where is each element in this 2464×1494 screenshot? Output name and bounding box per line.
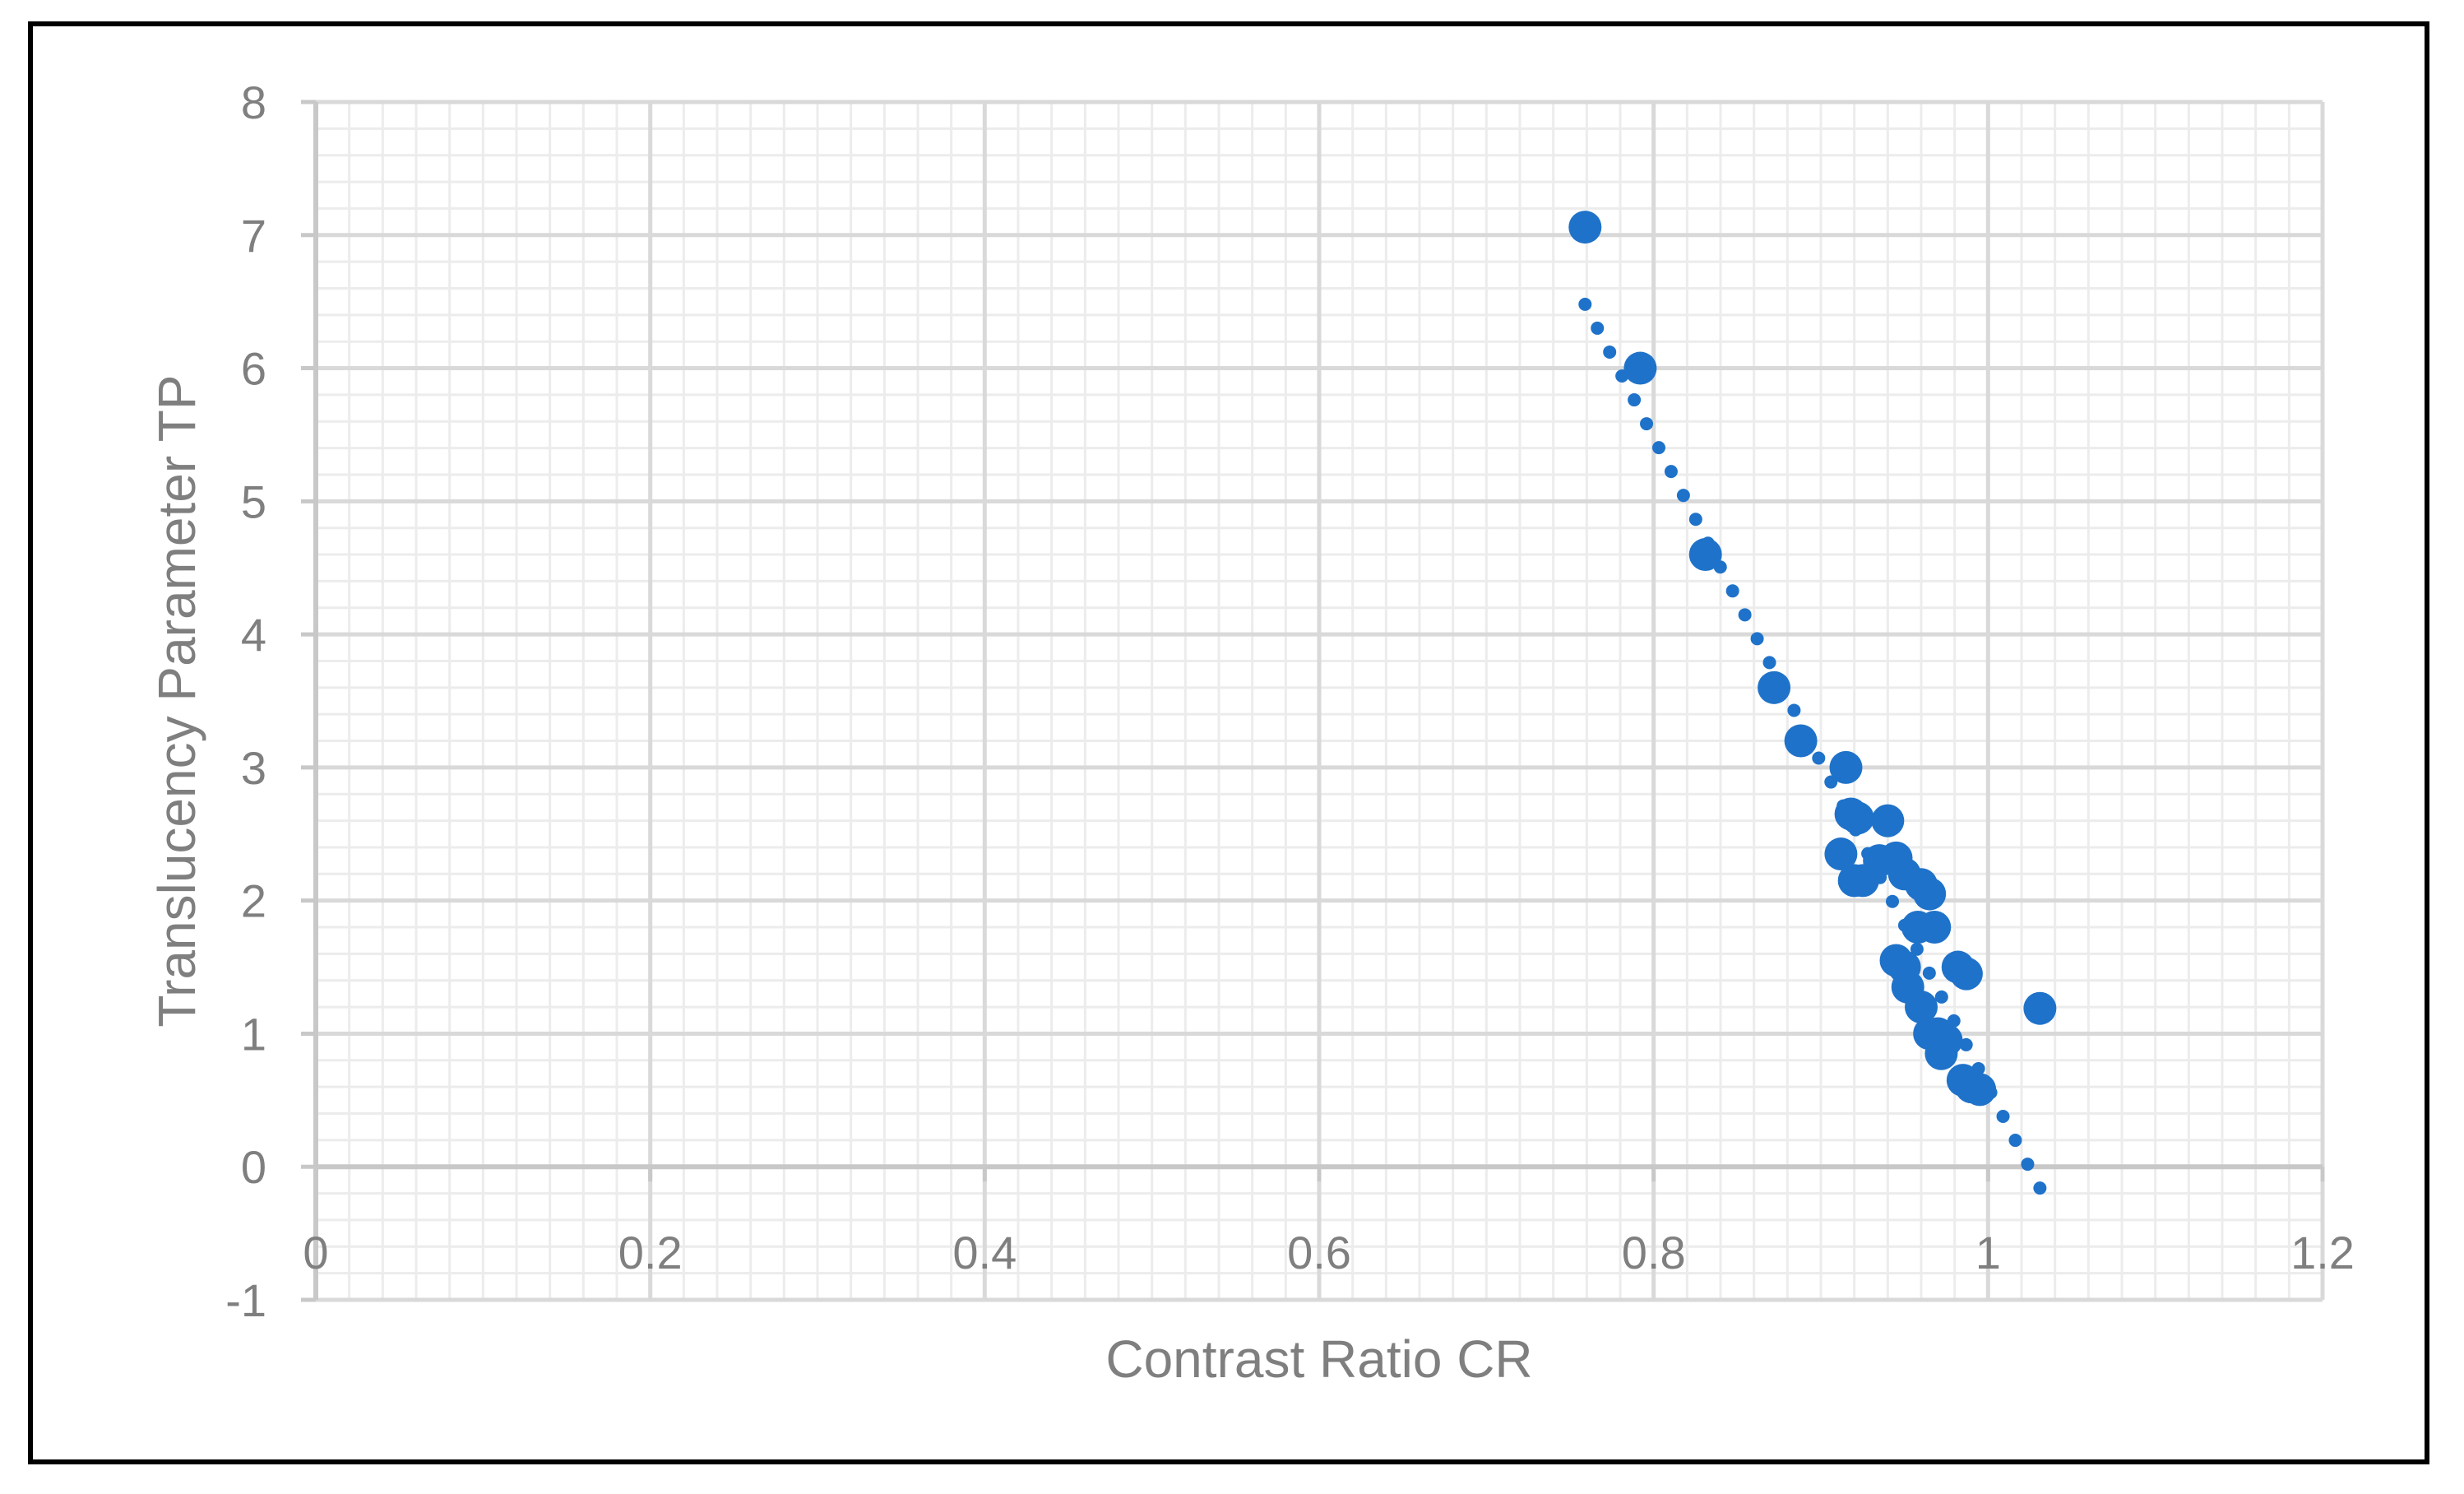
data-point [1905,991,1938,1024]
data-point [1824,837,1858,871]
trendline-dot [1996,1110,2010,1124]
axes [301,100,2325,1302]
data-point [1841,801,1874,835]
x-tick-label: 0.2 [618,1227,683,1278]
trendline-dot [1578,297,1592,311]
x-tick-label: 0.8 [1622,1227,1686,1278]
trendline-dot [1922,966,1936,980]
y-tick-label: 2 [241,875,266,927]
trendline-dot [1676,489,1690,503]
data-point [1688,538,1722,572]
trendline-dot [1910,942,1924,956]
scatter-chart: 0 0.2 0.4 0.6 0.8 1 1.2 -1 0 1 2 3 4 5 6 7 8 Contrast R… [147,77,2355,1389]
trendline-dot [2021,1158,2035,1172]
trendline-dot [2008,1134,2022,1148]
data-point [2023,991,2057,1025]
trendline-dot [1651,441,1665,455]
data-point [1918,911,1952,944]
trendline-dot [1934,990,1948,1004]
trendline-dot [1885,894,1899,908]
y-tick-label: 3 [241,742,266,794]
y-tick-label: 7 [241,210,266,262]
data-point [1913,877,1947,911]
y-tick-label: 4 [241,609,266,661]
trendline-dot [1762,656,1776,670]
chart-frame: 0 0.2 0.4 0.6 0.8 1 1.2 -1 0 1 2 3 4 5 6 7 8 Contrast R… [28,21,2429,1464]
x-tick-labels: 0 0.2 0.4 0.6 0.8 1 1.2 [303,1227,2355,1278]
trendline-dot [1738,608,1752,622]
trendline-dot [1959,1037,1973,1051]
trendline-dot [1750,632,1764,646]
data-point [1949,957,1983,991]
trendline-dot [1664,465,1678,479]
y-tick-labels: -1 0 1 2 3 4 5 6 7 8 [225,77,266,1326]
trendline-dot [1591,321,1605,335]
x-tick-label: 0.4 [952,1227,1017,1278]
data-point [1871,804,1905,837]
trendline-dot [1640,417,1654,431]
y-axis-title: Translucency Parameter TP [147,374,206,1027]
y-tick-label: 8 [241,77,266,128]
data-point [1623,351,1657,385]
y-tick-label: 6 [241,343,266,395]
data-point [1758,670,1791,704]
x-tick-label: 0.6 [1287,1227,1351,1278]
data-point [1829,750,1863,784]
trendline-dot [1787,703,1801,717]
y-tick-label: 1 [241,1008,266,1060]
data-point [1963,1073,1997,1107]
trendline-dot [1628,393,1642,407]
y-tick-label: 0 [241,1141,266,1193]
y-tick-label: -1 [225,1274,266,1326]
data-points [1568,211,2057,1107]
data-point [1784,724,1818,758]
trendline-dot [1725,584,1739,598]
trendline-dot [1812,751,1826,765]
data-point [1568,211,1602,244]
trendline-dot [2033,1181,2047,1195]
x-tick-label: 1 [1975,1227,2001,1278]
data-point [1924,1037,1958,1070]
y-tick-label: 5 [241,476,266,527]
x-tick-label: 1.2 [2290,1227,2355,1278]
x-axis-title: Contrast Ratio CR [1105,1329,1532,1389]
x-tick-label: 0 [303,1227,328,1278]
trendline-dot [1688,513,1702,527]
trendline-dot [1603,345,1617,359]
